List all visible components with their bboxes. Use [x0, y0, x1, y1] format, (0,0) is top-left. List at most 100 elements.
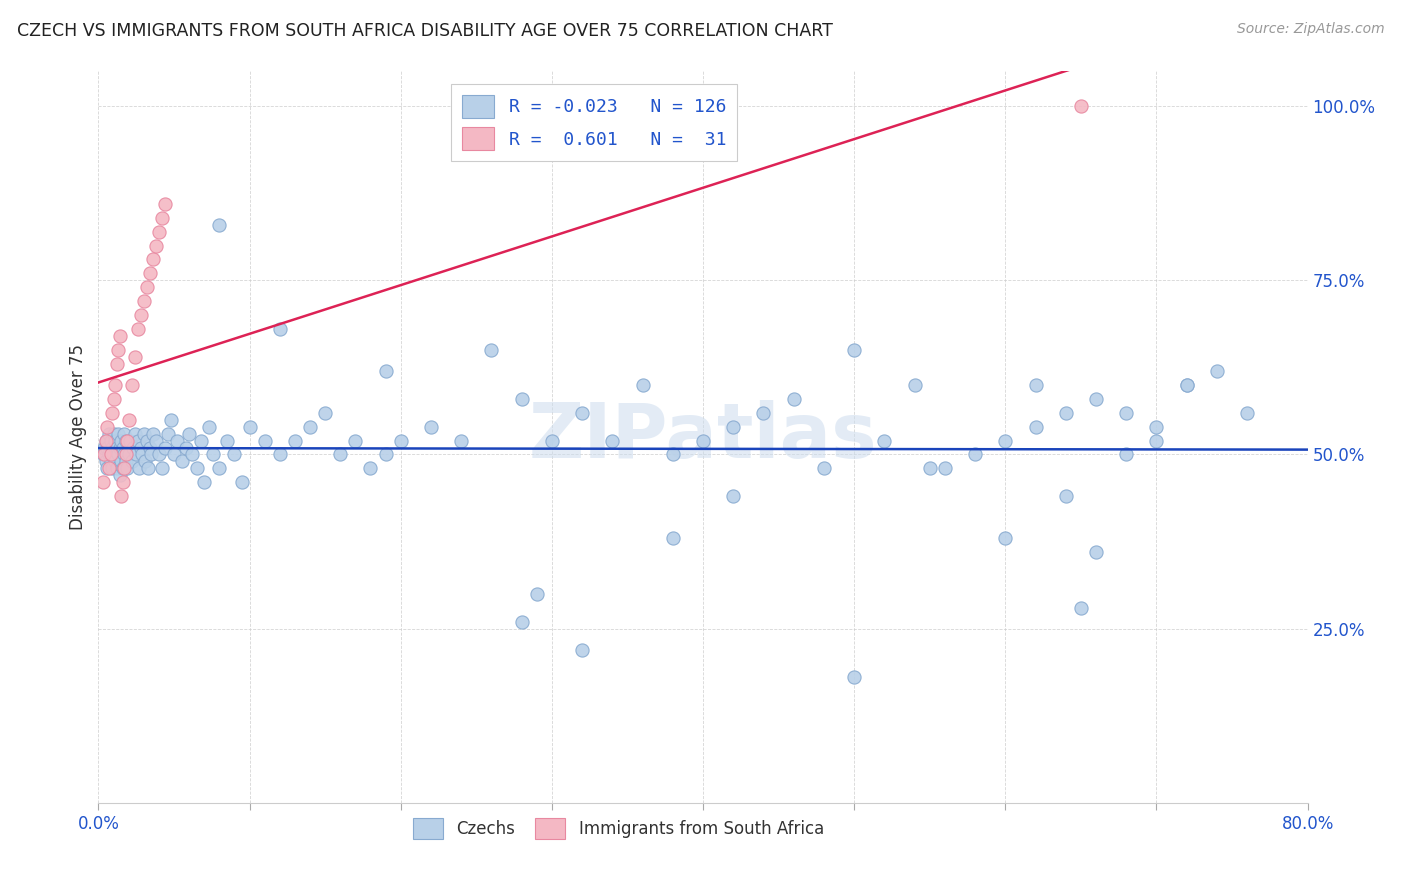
Point: [510, 615, 533, 629]
Point: [125, 448, 148, 462]
Point: [132, 426, 155, 441]
Point: [105, 441, 128, 455]
Point: [94, 454, 117, 468]
Point: [101, 406, 124, 420]
Point: [752, 406, 775, 420]
Point: [122, 441, 145, 455]
Point: [692, 434, 714, 448]
Point: [110, 489, 132, 503]
Point: [98, 448, 121, 462]
Point: [127, 322, 149, 336]
Point: [114, 448, 136, 462]
Point: [93, 441, 115, 455]
Point: [131, 448, 153, 462]
Point: [103, 448, 125, 462]
Point: [934, 461, 956, 475]
Point: [93, 448, 115, 462]
Point: [163, 448, 186, 462]
Point: [360, 461, 382, 475]
Point: [526, 587, 548, 601]
Point: [1115, 406, 1137, 420]
Point: [135, 434, 157, 448]
Point: [94, 434, 117, 448]
Point: [190, 434, 212, 448]
Point: [136, 461, 159, 475]
Point: [631, 377, 654, 392]
Point: [112, 448, 135, 462]
Point: [96, 461, 118, 475]
Point: [103, 426, 125, 441]
Point: [197, 419, 219, 434]
Point: [107, 426, 129, 441]
Point: [114, 434, 136, 448]
Point: [142, 252, 165, 267]
Point: [134, 454, 156, 468]
Point: [139, 266, 162, 280]
Point: [145, 434, 167, 448]
Point: [104, 434, 127, 448]
Point: [111, 461, 134, 475]
Point: [224, 448, 246, 462]
Point: [105, 461, 128, 475]
Point: [965, 448, 987, 462]
Point: [1054, 489, 1077, 503]
Text: Source: ZipAtlas.com: Source: ZipAtlas.com: [1237, 22, 1385, 37]
Point: [918, 461, 941, 475]
Point: [215, 434, 238, 448]
Point: [104, 454, 127, 468]
Point: [98, 461, 121, 475]
Point: [994, 434, 1017, 448]
Point: [571, 406, 593, 420]
Point: [115, 434, 138, 448]
Point: [104, 377, 127, 392]
Point: [1054, 406, 1077, 420]
Point: [153, 441, 176, 455]
Point: [112, 426, 135, 441]
Point: [118, 448, 141, 462]
Point: [108, 468, 131, 483]
Point: [1236, 406, 1258, 420]
Point: [108, 329, 131, 343]
Point: [253, 434, 276, 448]
Point: [723, 419, 745, 434]
Point: [1085, 545, 1108, 559]
Point: [103, 392, 125, 406]
Point: [153, 196, 176, 211]
Point: [450, 434, 472, 448]
Text: ZIPatlas: ZIPatlas: [529, 401, 877, 474]
Point: [208, 218, 231, 232]
Point: [100, 454, 122, 468]
Point: [139, 441, 162, 455]
Point: [145, 238, 167, 252]
Point: [813, 461, 835, 475]
Point: [105, 357, 128, 371]
Point: [284, 434, 307, 448]
Point: [100, 434, 122, 448]
Point: [129, 441, 152, 455]
Point: [98, 426, 121, 441]
Point: [101, 461, 124, 475]
Point: [129, 308, 152, 322]
Point: [1175, 377, 1198, 392]
Point: [844, 670, 866, 684]
Point: [571, 642, 593, 657]
Point: [389, 434, 412, 448]
Point: [179, 426, 201, 441]
Point: [1206, 364, 1229, 378]
Point: [174, 441, 197, 455]
Point: [127, 434, 149, 448]
Point: [202, 448, 225, 462]
Point: [1144, 419, 1167, 434]
Point: [661, 531, 683, 545]
Point: [148, 448, 170, 462]
Point: [181, 448, 204, 462]
Point: [329, 448, 352, 462]
Point: [1085, 392, 1108, 406]
Point: [150, 211, 173, 225]
Point: [124, 350, 146, 364]
Point: [299, 419, 322, 434]
Text: CZECH VS IMMIGRANTS FROM SOUTH AFRICA DISABILITY AGE OVER 75 CORRELATION CHART: CZECH VS IMMIGRANTS FROM SOUTH AFRICA DI…: [17, 22, 832, 40]
Point: [193, 475, 215, 490]
Point: [150, 461, 173, 475]
Point: [96, 441, 118, 455]
